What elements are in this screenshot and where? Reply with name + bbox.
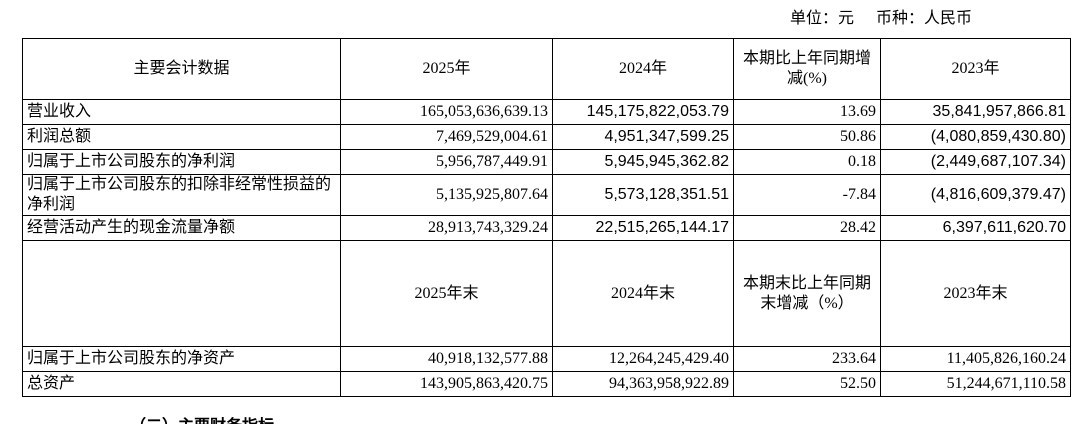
table-cell: 52.50: [733, 371, 881, 397]
table-cell: 143,905,863,420.75: [340, 371, 553, 397]
table-cell: 35,841,957,866.81: [880, 99, 1071, 125]
table-cell: 5,956,787,449.91: [340, 149, 553, 175]
table-cell: 2023年: [880, 38, 1071, 100]
table-cell: (4,080,859,430.80): [880, 124, 1071, 150]
table-cell: 165,053,636,639.13: [340, 99, 553, 125]
table-cell: 利润总额: [22, 124, 341, 150]
table-cell: 2025年: [340, 38, 553, 100]
table-row: 归属于上市公司股东的净利润 5,956,787,449.91 5,945,945,3…: [22, 149, 1071, 175]
table-cell: 28.42: [733, 215, 881, 241]
table-cell: [22, 240, 341, 347]
table-cell: 5,135,925,807.64: [340, 174, 553, 216]
table-cell: 4,951,347,599.25: [552, 124, 734, 150]
table-cell: 营业收入: [22, 99, 341, 125]
financial-table: 主要会计数据 2025年 2024年 本期比上年同期增减(%) 2023年 营业收入 165…: [22, 38, 1071, 397]
table-cell: 50.86: [733, 124, 881, 150]
table-row: 营业收入 165,053,636,639.13 145,175,822,053.79…: [22, 99, 1071, 125]
table-cell: 本期末比上年同期末增减（%）: [733, 240, 881, 347]
table-cell: 2025年末: [340, 240, 553, 347]
table-cell: 经营活动产生的现金流量净额: [22, 215, 341, 241]
table-cell: 主要会计数据: [22, 38, 341, 100]
table-cell: 2024年末: [552, 240, 734, 347]
table-cell: 12,264,245,429.40: [552, 346, 734, 372]
table-cell: 51,244,671,110.58: [880, 371, 1071, 397]
currency-label: 币种：人民币: [876, 10, 973, 27]
table-cell: 28,913,743,329.24: [340, 215, 553, 241]
table-cell: 7,469,529,004.61: [340, 124, 553, 150]
table-row: 总资产 143,905,863,420.75 94,363,958,922.89 52…: [22, 371, 1071, 397]
table-cell: 0.18: [733, 149, 881, 175]
table-cell: 13.69: [733, 99, 881, 125]
table-cell: 5,573,128,351.51: [552, 174, 734, 216]
table-cell: 归属于上市公司股东的净利润: [22, 149, 341, 175]
table-cell: 145,175,822,053.79: [552, 99, 734, 125]
table-row: 利润总额 7,469,529,004.61 4,951,347,599.25 50.8…: [22, 124, 1071, 150]
table-cell: 总资产: [22, 371, 341, 397]
table-cell: 233.64: [733, 346, 881, 372]
unit-line: 单位：元 币种：人民币: [790, 4, 972, 28]
table-cell: (4,816,609,379.47): [880, 174, 1071, 216]
table-cell: 归属于上市公司股东的扣除非经常性损益的净利润: [22, 174, 341, 216]
table-cell: 本期比上年同期增减(%): [733, 38, 881, 100]
table-cell: 2024年: [552, 38, 734, 100]
table-cell: -7.84: [733, 174, 881, 216]
table-cell: 94,363,958,922.89: [552, 371, 734, 397]
table-cell: 6,397,611,620.70: [880, 215, 1071, 241]
table-cell: 归属于上市公司股东的净资产: [22, 346, 341, 372]
table-row: 2025年末 2024年末 本期末比上年同期末增减（%） 2023年末: [22, 240, 1071, 347]
table-row: 主要会计数据 2025年 2024年 本期比上年同期增减(%) 2023年: [22, 38, 1071, 100]
unit-label: 单位：元: [790, 10, 855, 27]
table-cell: 2023年末: [880, 240, 1071, 347]
table-cell: (2,449,687,107.34): [880, 149, 1071, 175]
table-row: 归属于上市公司股东的净资产 40,918,132,577.88 12,264,245…: [22, 346, 1071, 372]
table-row: 归属于上市公司股东的扣除非经常性损益的净利润 5,135,925,807.64 5,…: [22, 174, 1071, 216]
table-cell: 11,405,826,160.24: [880, 346, 1071, 372]
table-cell: 5,945,945,362.82: [552, 149, 734, 175]
table-cell: 22,515,265,144.17: [552, 215, 734, 241]
table-row: 经营活动产生的现金流量净额 28,913,743,329.24 22,515,265…: [22, 215, 1071, 241]
section-heading: （二）主要财务指标: [130, 412, 274, 424]
table-cell: 40,918,132,577.88: [340, 346, 553, 372]
